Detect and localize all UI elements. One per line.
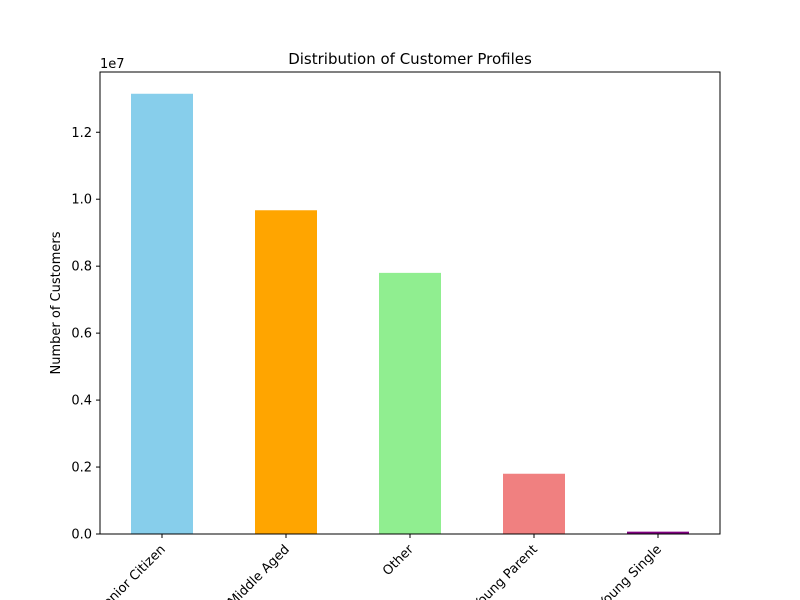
y-tick-label: 0.6 <box>71 327 92 342</box>
y-tick-label: 1.2 <box>71 126 92 141</box>
x-tick-label: Young Parent <box>470 542 541 600</box>
x-tick-label: Senior Citizen <box>95 542 169 600</box>
y-tick-label: 0.8 <box>71 260 92 275</box>
bar-young-single <box>627 531 689 534</box>
y-axis-label: Number of Customers <box>49 231 64 374</box>
bar-other <box>379 272 441 534</box>
y-tick-label: 0.2 <box>71 461 92 476</box>
bar-young-parent <box>503 473 565 534</box>
x-tick-label: Young Single <box>595 542 665 600</box>
y-tick-label: 0.4 <box>71 394 92 409</box>
y-offset-label: 1e7 <box>100 57 125 72</box>
y-axis: 0.0 0.2 0.4 0.6 0.8 1.0 1.2 <box>71 126 100 543</box>
x-tick-label: Other <box>380 542 417 579</box>
y-tick-label: 0.0 <box>71 528 92 543</box>
bar-middle-aged <box>255 210 317 535</box>
chart-title: Distribution of Customer Profiles <box>288 50 532 68</box>
bar-senior-citizen <box>131 93 193 535</box>
plot-frame <box>99 71 721 535</box>
bars-group <box>131 93 689 535</box>
y-tick-label: 1.0 <box>71 193 92 208</box>
x-tick-label: Middle Aged <box>225 542 293 600</box>
x-axis: Senior Citizen Middle Aged Other Young Pare… <box>95 534 665 600</box>
